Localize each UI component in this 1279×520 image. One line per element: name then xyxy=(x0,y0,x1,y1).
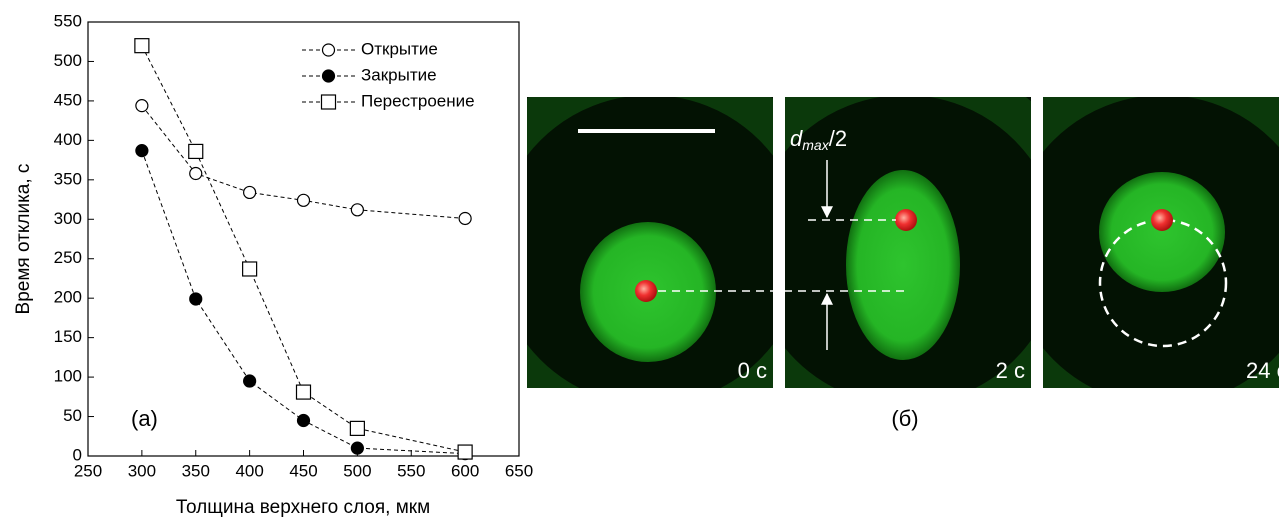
y-tick-label: 100 xyxy=(54,367,82,386)
y-tick-label: 200 xyxy=(54,288,82,307)
y-tick-label: 0 xyxy=(73,445,82,464)
marker xyxy=(189,144,203,158)
frame-2 xyxy=(730,75,1080,425)
marker xyxy=(298,414,310,426)
x-tick-label: 500 xyxy=(343,461,371,480)
marker xyxy=(190,168,202,180)
y-tick-label: 550 xyxy=(54,11,82,30)
marker xyxy=(459,212,471,224)
x-tick-label: 450 xyxy=(289,461,317,480)
marker xyxy=(351,442,363,454)
x-axis-label: Толщина верхнего слоя, мкм xyxy=(176,497,430,518)
marker xyxy=(458,445,472,459)
y-tick-label: 150 xyxy=(54,327,82,346)
y-tick-label: 450 xyxy=(54,90,82,109)
x-tick-label: 300 xyxy=(128,461,156,480)
marker xyxy=(322,95,336,109)
marker xyxy=(135,39,149,53)
y-tick-label: 350 xyxy=(54,169,82,188)
x-tick-label: 600 xyxy=(451,461,479,480)
x-tick-label: 650 xyxy=(505,461,533,480)
y-tick-label: 250 xyxy=(54,248,82,267)
time-label: 2 с xyxy=(996,358,1025,383)
marker xyxy=(350,421,364,435)
y-axis-label: Время отклика, с xyxy=(13,164,34,315)
panel-label: (б) xyxy=(891,406,918,431)
marker xyxy=(298,194,310,206)
time-label: 0 с xyxy=(738,358,767,383)
x-tick-label: 400 xyxy=(235,461,263,480)
marker xyxy=(244,186,256,198)
x-tick-label: 550 xyxy=(397,461,425,480)
marker xyxy=(136,145,148,157)
marker xyxy=(136,100,148,112)
marker xyxy=(323,70,335,82)
y-tick-label: 500 xyxy=(54,51,82,70)
y-tick-label: 50 xyxy=(63,406,82,425)
time-label: 24 с xyxy=(1246,358,1279,383)
marker xyxy=(297,385,311,399)
marker xyxy=(323,44,335,56)
frame-1 xyxy=(475,75,825,425)
y-tick-label: 400 xyxy=(54,130,82,149)
legend-label: Закрытие xyxy=(361,65,437,84)
annotation: (а) xyxy=(131,406,158,431)
figure: dmax/2 0 с 2 с 24 с (б) (а) Толщина верх… xyxy=(0,0,1279,520)
legend-label: Перестроение xyxy=(361,91,475,110)
frame-3 xyxy=(988,75,1279,425)
marker xyxy=(351,204,363,216)
y-tick-label: 300 xyxy=(54,209,82,228)
marker xyxy=(243,262,257,276)
x-tick-label: 350 xyxy=(182,461,210,480)
legend-label: Открытие xyxy=(361,39,438,58)
marker xyxy=(244,375,256,387)
marker xyxy=(190,293,202,305)
